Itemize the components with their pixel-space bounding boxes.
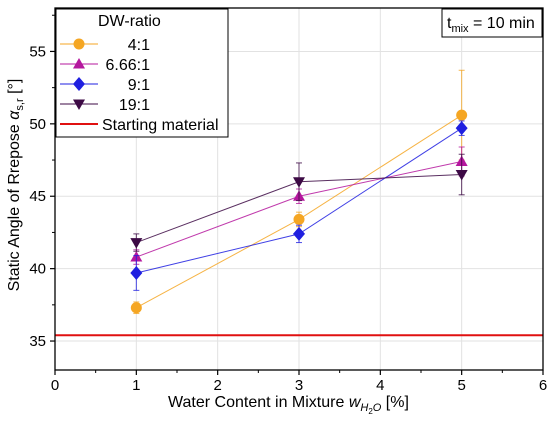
x-axis-label-main: Water Content in Mixture [168, 394, 349, 411]
legend-label: 9:1 [128, 77, 150, 94]
x-tick-label: 4 [376, 377, 384, 394]
x-axis-label-sub2: 2 [368, 407, 373, 416]
annotation-main: t [447, 15, 452, 32]
legend-marker [73, 77, 85, 91]
x-axis-label-sub3: O [373, 402, 382, 414]
y-tick-label: 40 [29, 261, 46, 278]
annotation-text: tmix = 10 min [447, 15, 535, 35]
data-point [455, 170, 468, 181]
y-axis-label-main: Static Angle of Rrepose [6, 120, 23, 292]
legend-label: 4:1 [128, 37, 150, 54]
annotation: tmix = 10 min [441, 8, 543, 38]
data-point [455, 121, 468, 136]
annotation-sub: mix [451, 23, 469, 35]
legend-label: Starting material [102, 117, 219, 134]
data-point [456, 109, 468, 121]
x-tick-label: 2 [213, 377, 221, 394]
x-tick-label: 5 [457, 377, 465, 394]
data-point [130, 265, 143, 280]
y-tick-label: 35 [29, 333, 46, 350]
data-point [293, 177, 305, 188]
legend-marker [73, 38, 85, 50]
legend-label: 19:1 [119, 97, 150, 114]
x-tick-label: 6 [539, 377, 547, 394]
legend: DW-ratio 4:1 6.66:1 9:1 19:1 Starting materi… [55, 8, 229, 138]
x-axis-label-sub: H [360, 402, 368, 414]
data-point [130, 302, 142, 314]
x-tick-label: 1 [132, 377, 140, 394]
y-axis-label-var: α [6, 110, 23, 120]
x-tick-label: 0 [51, 377, 59, 394]
x-axis-label-var: w [349, 394, 362, 411]
data-point [293, 213, 305, 225]
legend-items: 4:1 6.66:1 9:1 19:1 Starting material [60, 37, 219, 134]
annotation-rest: = 10 min [469, 15, 535, 32]
data-point [130, 238, 143, 249]
series-9-1 [130, 120, 468, 291]
legend-marker [73, 99, 85, 110]
y-axis-label-unit: [°] [6, 79, 23, 99]
legend-marker [73, 58, 85, 69]
series-19-1 [130, 153, 468, 252]
y-tick-label: 45 [29, 188, 46, 205]
legend-title: DW-ratio [98, 13, 161, 30]
annotation-box [441, 8, 543, 38]
y-axis-label: Static Angle of Rrepose αs,r [°] [6, 79, 26, 292]
legend-label: 6.66:1 [106, 57, 151, 74]
data-point [293, 226, 305, 241]
x-axis-label: Water Content in Mixture wH2O [%] [168, 394, 409, 416]
x-tick-label: 3 [295, 377, 303, 394]
series-layer [130, 69, 468, 315]
y-tick-label: 55 [29, 43, 46, 60]
y-tick-label: 50 [29, 116, 46, 133]
legend-box [55, 8, 229, 138]
x-axis-label-unit: [%] [381, 394, 409, 411]
y-axis-label-sub: s,r [14, 98, 26, 111]
